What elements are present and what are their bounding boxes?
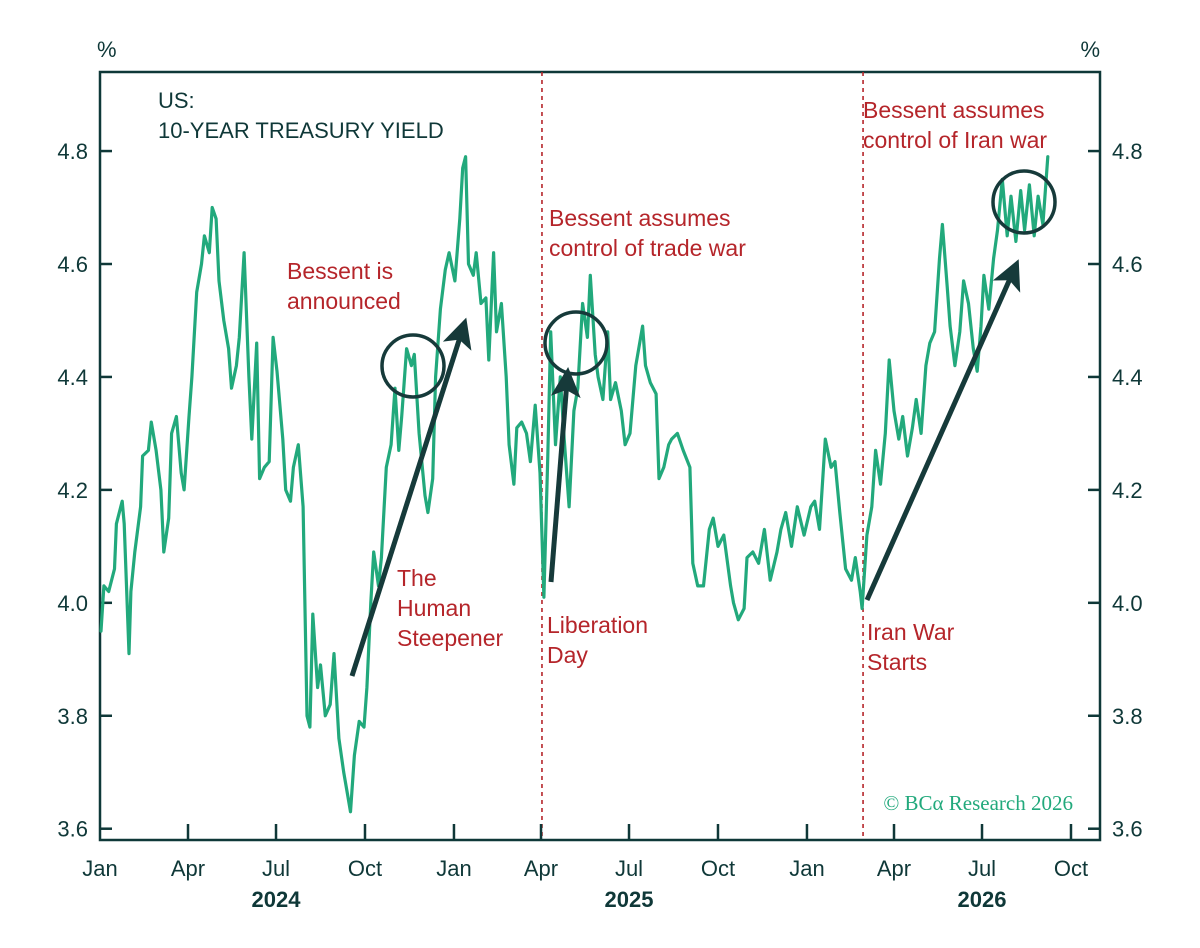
y-tick-label-left: 4.6 — [57, 252, 88, 277]
y-tick-label-left: 3.6 — [57, 817, 88, 842]
x-tick-label: Jan — [82, 856, 117, 881]
y-tick-label-right: 3.8 — [1112, 704, 1143, 729]
event-lines — [541, 72, 864, 840]
trend-arrows — [349, 259, 1021, 677]
x-year-label: 2026 — [958, 887, 1007, 912]
arrow-liberation-day — [548, 367, 581, 583]
annotation-human-steepener: The Human Steepener — [397, 565, 503, 651]
annotation-text: Steepener — [397, 625, 503, 651]
annotation-text: Bessent assumes — [863, 97, 1045, 123]
y-tick-label-left: 4.2 — [57, 478, 88, 503]
x-tick-label: Apr — [171, 856, 205, 881]
y-tick-label-right: 4.6 — [1112, 252, 1143, 277]
x-tick-label: Apr — [524, 856, 558, 881]
arrow-iran-war — [864, 259, 1021, 602]
annotation-text: The — [397, 565, 437, 591]
annotation-text: control of trade war — [549, 235, 746, 261]
x-tick-label: Jul — [968, 856, 996, 881]
annotation-text: control of Iran war — [863, 127, 1047, 153]
annotation-bessent-announced: Bessent is announced — [287, 258, 401, 314]
highlight-circle-iran-war — [991, 169, 1057, 235]
y-tick-label-right: 4.8 — [1112, 139, 1143, 164]
right-unit-label: % — [1080, 37, 1100, 62]
x-year-label: 2024 — [252, 887, 302, 912]
y-tick-label-left: 4.8 — [57, 139, 88, 164]
annotation-iran-war-starts: Iran War Starts — [867, 619, 955, 675]
x-tick-label: Jul — [262, 856, 290, 881]
x-tick-label: Oct — [1054, 856, 1088, 881]
annotation-text: Day — [547, 642, 588, 668]
annotation-text: Starts — [867, 649, 927, 675]
chart-title-line2: 10-YEAR TREASURY YIELD — [158, 118, 444, 143]
y-tick-label-left: 4.4 — [57, 365, 88, 390]
y-tick-label-right: 4.0 — [1112, 591, 1143, 616]
y-tick-label-left: 4.0 — [57, 591, 88, 616]
y-tick-label-left: 3.8 — [57, 704, 88, 729]
x-tick-label: Oct — [348, 856, 382, 881]
x-tick-label: Jan — [436, 856, 471, 881]
series-layer — [99, 155, 1050, 814]
annotation-text: Liberation — [547, 612, 648, 638]
annotation-text: Bessent assumes — [549, 205, 731, 231]
annotation-text: announced — [287, 288, 401, 314]
y-tick-label-right: 3.6 — [1112, 817, 1143, 842]
x-year-label: 2025 — [605, 887, 654, 912]
annotation-trade-war: Bessent assumes control of trade war — [549, 205, 746, 261]
y-tick-label-right: 4.4 — [1112, 365, 1143, 390]
annotation-text: Human — [397, 595, 471, 621]
arrow-human-steepener — [349, 317, 472, 677]
series-line-0 — [99, 155, 1050, 814]
annotation-text: Iran War — [867, 619, 955, 645]
y-axis-ticks: 3.6 3.6 3.8 3.8 4.0 4.0 4.2 4.2 4.4 4.4 4.6 4.6 4.8 4… — [57, 139, 1142, 842]
x-tick-label: Oct — [701, 856, 735, 881]
x-tick-label: Jan — [789, 856, 824, 881]
y-tick-label-right: 4.2 — [1112, 478, 1143, 503]
annotation-liberation-day: Liberation Day — [547, 612, 648, 668]
x-tick-label: Apr — [877, 856, 911, 881]
source-credit: © BCα Research 2026 — [883, 791, 1073, 815]
x-tick-label: Jul — [615, 856, 643, 881]
left-unit-label: % — [97, 37, 117, 62]
annotation-iran-war-control: Bessent assumes control of Iran war — [863, 97, 1047, 153]
plot-frame — [98, 70, 1102, 842]
x-axis-ticks: Jan Apr Jul Oct Jan Apr Jul Oct Jan Apr Jul Oct 2024… — [82, 824, 1088, 912]
chart-title-line1: US: — [158, 88, 195, 113]
highlight-circle-trade-war — [543, 310, 609, 376]
highlight-circle-bessent-announced — [380, 333, 446, 399]
annotation-text: Bessent is — [287, 258, 393, 284]
